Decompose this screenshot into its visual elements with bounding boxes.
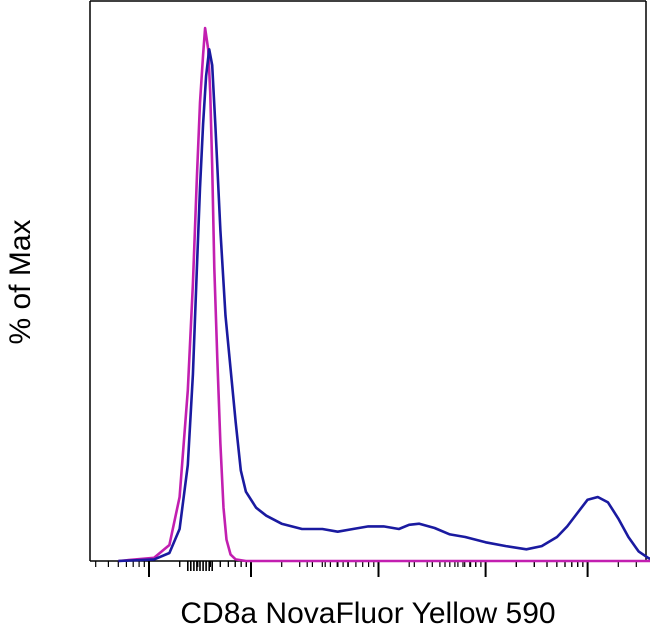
y-axis-label: % of Max — [4, 219, 37, 344]
x-axis-label: CD8a NovaFluor Yellow 590 — [180, 597, 555, 630]
series-line-2 — [118, 48, 650, 563]
plot-frame — [89, 0, 647, 562]
series-layer — [118, 26, 650, 563]
series-line-1 — [118, 26, 650, 563]
x-axis-ticks — [95, 561, 637, 577]
